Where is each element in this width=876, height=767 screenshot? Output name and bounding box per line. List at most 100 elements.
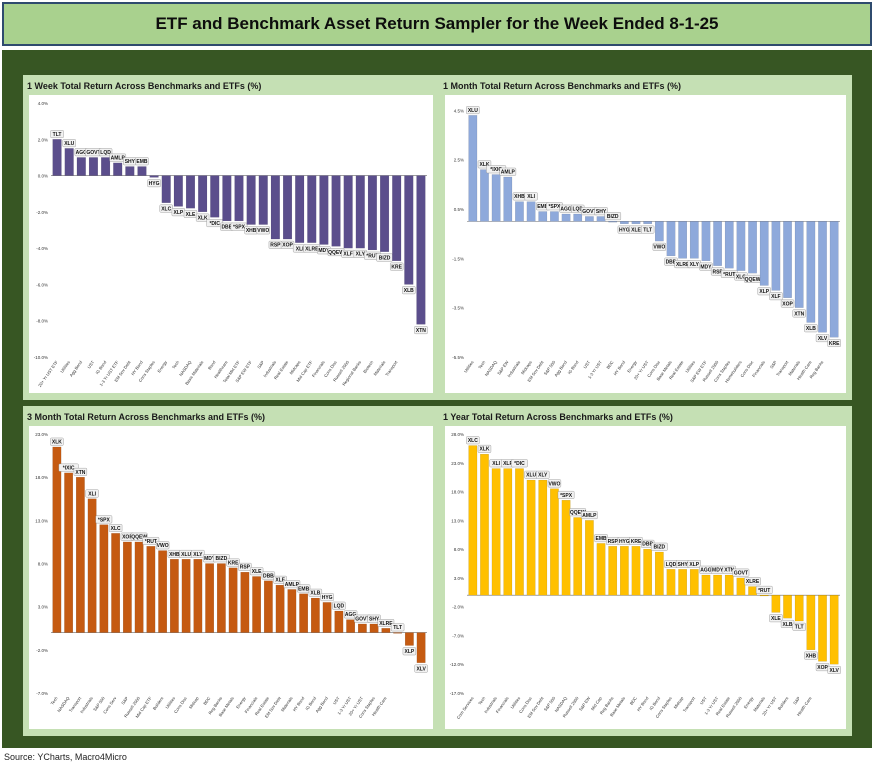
bar	[468, 445, 478, 596]
data-label: GOVT	[734, 570, 748, 576]
data-label-box	[62, 139, 76, 148]
data-label: XLU	[468, 108, 478, 114]
bar	[468, 115, 478, 222]
data-label: *SPX	[548, 204, 561, 210]
data-label-box	[804, 324, 818, 333]
data-label: QQEW	[570, 510, 586, 516]
data-label-box	[142, 537, 160, 545]
bar	[654, 221, 664, 242]
bar	[713, 221, 722, 266]
bar	[275, 584, 285, 633]
data-label: *RUT	[723, 272, 735, 278]
bar	[111, 533, 121, 633]
data-label: XLC	[111, 526, 121, 532]
bar	[818, 221, 827, 333]
y-tick-label: -4.0%	[36, 246, 48, 251]
data-label: AMLP	[582, 513, 597, 519]
data-label: GOVT	[86, 150, 100, 156]
data-label: DBB	[666, 259, 677, 265]
bar	[122, 541, 132, 633]
y-tick-label: -2.0%	[36, 210, 48, 215]
x-tick-label: S&P	[769, 360, 778, 370]
data-label: XLC	[736, 274, 746, 280]
bar	[620, 221, 629, 224]
bar	[806, 595, 816, 650]
plot-area-3-month: 23.0% 18.0% 13.0% 8.0% 3.0% -2.0% -7.0% XLK *IXI…	[29, 426, 433, 729]
data-label: XLY	[538, 473, 548, 479]
data-label: AGG	[560, 207, 572, 213]
data-label: XLV	[818, 336, 828, 342]
data-label: KRE	[391, 264, 402, 270]
data-label-box	[155, 541, 170, 550]
data-label-box	[651, 542, 668, 551]
bar	[173, 175, 183, 207]
data-label: XHB	[169, 552, 180, 558]
x-tick-label: HY Bond	[613, 359, 627, 376]
bar	[829, 595, 839, 665]
data-label-box	[390, 623, 405, 632]
data-label-box	[226, 558, 240, 567]
data-label: XTN	[416, 328, 426, 334]
y-tick-label: 8.0%	[454, 547, 464, 552]
data-label: KRE	[829, 341, 840, 347]
bar	[480, 169, 489, 222]
x-tick-label: Agg Bond	[553, 359, 568, 377]
chart-title-1-year: 1 Year Total Return Across Benchmarks an…	[443, 412, 673, 422]
x-tick-label: UST	[582, 359, 591, 369]
data-label: XOP	[817, 665, 828, 671]
x-tick-label: UST	[332, 695, 341, 705]
plot-area-1-month: 4.5% 2.5% 0.5% -1.5% -3.5% -5.5% XLU XLK *IXIC AM…	[445, 95, 846, 393]
y-tick-label: 13.0%	[451, 518, 464, 523]
data-label: DBB	[221, 225, 232, 231]
data-label: HYG	[619, 227, 630, 233]
data-label-box	[769, 292, 783, 301]
data-label-box	[804, 651, 818, 660]
y-tick-label: 0.0%	[38, 174, 48, 179]
bar	[404, 632, 414, 646]
y-tick-label: 3.0%	[454, 576, 464, 581]
x-tick-label: Utilities	[59, 360, 71, 374]
data-label: XLV	[416, 666, 426, 672]
bar	[794, 221, 804, 308]
charts-frame: 1 Week Total Return Across Benchmarks an…	[2, 50, 872, 748]
data-label-box	[687, 560, 701, 568]
bar	[550, 488, 559, 596]
data-label: KRE	[631, 539, 642, 545]
chart-panel-1-week: 1 Week Total Return Across Benchmarks an…	[23, 75, 439, 400]
bar	[701, 574, 711, 596]
x-tick-label: Builders	[152, 696, 165, 711]
data-label: BIZD	[607, 214, 619, 220]
bar	[64, 472, 74, 633]
data-label: HYG	[619, 539, 630, 545]
data-label: AGG	[76, 150, 88, 156]
data-label-box	[604, 212, 622, 221]
data-label-box	[477, 444, 492, 453]
bar	[608, 546, 618, 596]
bar	[52, 446, 62, 633]
data-label: XLP	[689, 562, 699, 568]
bar	[146, 546, 156, 633]
data-label: XLC	[468, 438, 478, 444]
bar	[380, 175, 390, 252]
bar	[794, 595, 804, 622]
bar	[526, 201, 536, 222]
data-label: *RUT	[758, 588, 770, 594]
data-label-box	[256, 226, 270, 235]
chart-title-3-month: 3 Month Total Return Across Benchmarks a…	[27, 412, 266, 422]
bar	[125, 166, 135, 176]
bar	[101, 157, 111, 176]
data-label: VWO	[257, 228, 269, 234]
data-label-box	[343, 610, 358, 619]
data-label: XLF	[275, 578, 284, 584]
x-tick-label: HY Bond	[636, 695, 650, 712]
data-label: XLE	[186, 212, 196, 218]
x-tick-label: BDC	[629, 696, 638, 706]
y-tick-label: -8.0%	[36, 319, 48, 324]
bar	[357, 623, 367, 633]
data-label-box	[524, 192, 538, 201]
x-tick-label: Midcap	[188, 695, 200, 709]
bar	[503, 176, 513, 222]
y-tick-label: 4.5%	[454, 108, 464, 113]
data-label: XLY	[193, 552, 203, 558]
bar	[113, 162, 123, 176]
